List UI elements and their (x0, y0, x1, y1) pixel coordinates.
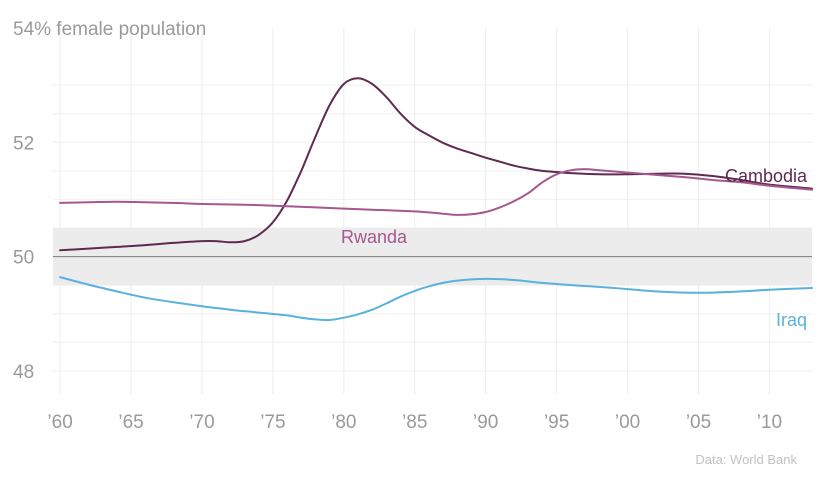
x-tick-label: ’00 (615, 412, 640, 433)
series-line-iraq (59, 276, 813, 322)
y-tick-label: 52 (13, 133, 34, 154)
x-tick-label: ’85 (402, 412, 427, 433)
x-tick-label: ’70 (189, 412, 214, 433)
series-line-cambodia (59, 77, 813, 252)
x-tick-label: ’95 (544, 412, 569, 433)
series-line-rwanda (59, 168, 813, 216)
x-tick-label: ’90 (473, 412, 498, 433)
series-lines (59, 77, 813, 322)
x-tick-label: ’10 (757, 412, 782, 433)
x-tick-label: ’80 (331, 412, 356, 433)
x-tick-label: ’60 (47, 412, 72, 433)
data-source: Data: World Bank (695, 452, 797, 467)
series-label-rwanda: Rwanda (341, 227, 408, 247)
x-tick-label: ’65 (118, 412, 143, 433)
series-label-cambodia: Cambodia (725, 166, 808, 186)
axis-ticks: ’60 ’65 ’70 ’75 ’80 ’85 ’90 ’95 ’00 ’05 ’10 48 50 52 (13, 133, 782, 433)
series-labels: Cambodia Rwanda Iraq (341, 166, 808, 330)
series-label-iraq: Iraq (776, 310, 807, 330)
y-tick-label: 48 (13, 362, 34, 383)
x-tick-label: ’05 (686, 412, 711, 433)
y-tick-label: 50 (13, 248, 34, 269)
x-tick-label: ’75 (260, 412, 285, 433)
chart-title: 54% female population (13, 19, 206, 40)
